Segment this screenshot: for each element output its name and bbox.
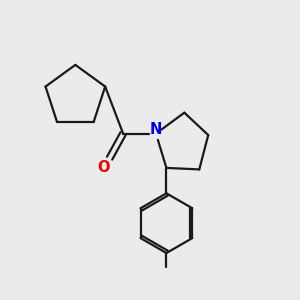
- Text: N: N: [150, 122, 162, 137]
- Text: O: O: [97, 160, 110, 175]
